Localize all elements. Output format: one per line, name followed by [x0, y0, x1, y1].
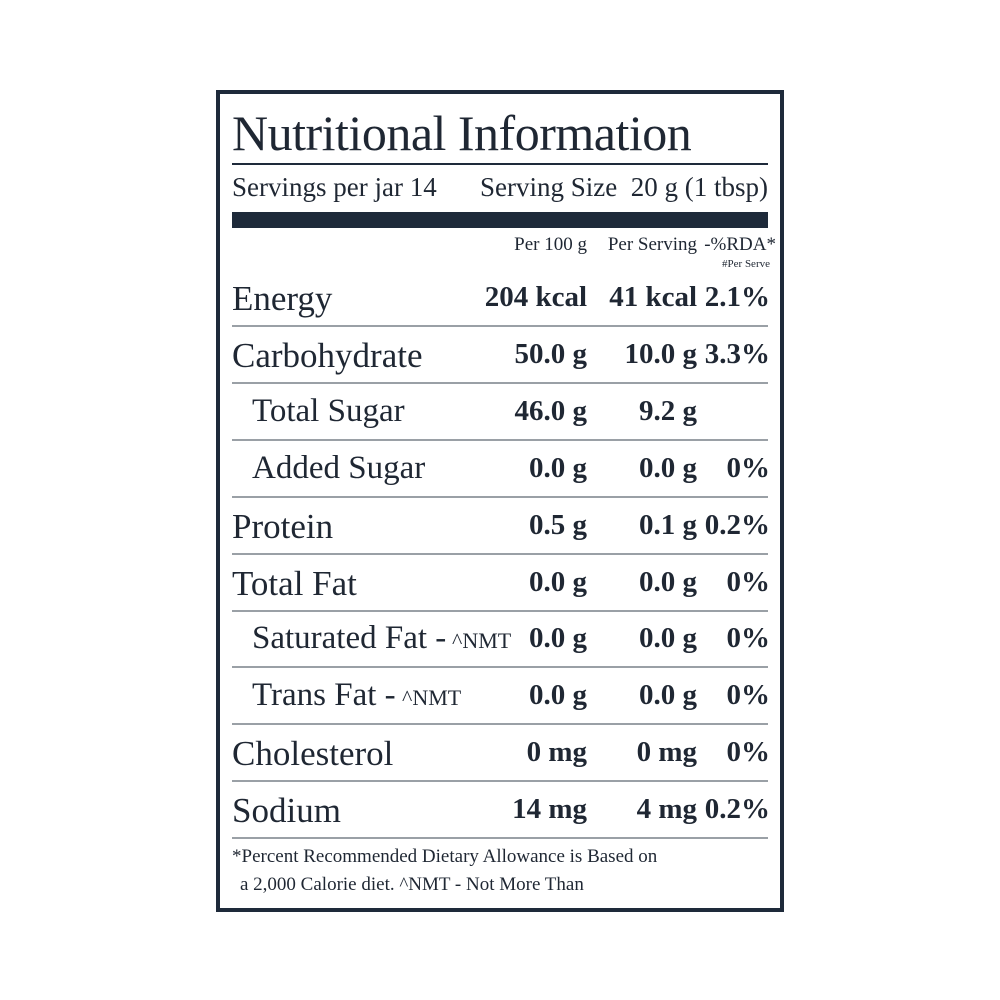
per-serving: 4 mg — [636, 793, 697, 826]
row-label: Sodium — [232, 791, 341, 831]
row-label: Protein — [232, 506, 334, 546]
per-100g: 0.0 g — [529, 679, 587, 712]
footnote: *Percent Recommended Dietary Allowance i… — [232, 846, 658, 867]
row-rule — [232, 780, 768, 783]
row-rule — [232, 381, 768, 384]
per-100g: 0.5 g — [529, 508, 587, 541]
row-rule — [232, 837, 768, 840]
per-100g: 204 kcal — [484, 281, 587, 313]
per-100g: 50.0 g — [514, 337, 588, 370]
serving-size: Serving Size 20 g (1 tbsp) — [480, 172, 768, 202]
per-serving: 0.1 g — [639, 508, 697, 541]
row-label: Total Fat — [232, 563, 357, 603]
row-rule — [232, 325, 768, 327]
per-100g: 0.0 g — [529, 565, 587, 598]
row-rule — [232, 552, 768, 555]
col-header: -%RDA* — [704, 234, 776, 255]
row-rule — [232, 438, 768, 441]
row-label: Carbohydrate — [232, 335, 423, 375]
row-label: Saturated Fat - — [252, 620, 447, 657]
rda: 0.2% — [704, 793, 770, 826]
col-header: Per 100 g — [514, 234, 587, 255]
per-serving: 0.0 g — [639, 679, 697, 712]
row-note: ^NMT — [452, 628, 512, 654]
rda: 0.2% — [704, 508, 770, 541]
footnote: a 2,000 Calorie diet. ^NMT - Not More Th… — [240, 874, 584, 895]
rda: 0% — [726, 451, 771, 484]
row-label: Cholesterol — [232, 734, 394, 774]
col-note: #Per Serve — [722, 258, 770, 270]
per-100g: 0 mg — [526, 736, 587, 769]
col-header: Per Serving — [607, 234, 697, 255]
per-100g: 46.0 g — [514, 394, 588, 427]
per-serving: 0.0 g — [639, 565, 697, 598]
row-label: Energy — [232, 279, 333, 318]
row-rule — [232, 723, 768, 726]
per-serving: 0 mg — [636, 736, 697, 769]
rda: 2.1% — [704, 281, 770, 313]
servings: Servings per jar 14 — [232, 172, 437, 202]
rda: 0% — [726, 622, 771, 655]
row-note: ^NMT — [402, 685, 462, 711]
per-100g: 0.0 g — [529, 451, 587, 484]
per-100g: 14 mg — [512, 793, 587, 826]
per-serving: 0.0 g — [639, 622, 697, 655]
rule — [232, 163, 768, 165]
per-serving: 9.2 g — [639, 394, 697, 427]
per-serving: 0.0 g — [639, 451, 697, 484]
label-border — [216, 90, 784, 912]
per-serving: 10.0 g — [624, 337, 698, 370]
row-rule — [232, 495, 768, 498]
row-label: Trans Fat - — [252, 677, 396, 714]
rda: 3.3% — [704, 337, 770, 370]
rda: 0% — [726, 679, 771, 712]
title: Nutritional Information — [232, 105, 692, 161]
row-label: Total Sugar — [252, 392, 405, 429]
per-serving: 41 kcal — [609, 281, 697, 313]
per-100g: 0.0 g — [529, 622, 587, 655]
row-rule — [232, 666, 768, 669]
rda: 0% — [726, 736, 771, 769]
row-rule — [232, 609, 768, 612]
row-label: Added Sugar — [252, 449, 426, 486]
rda: 0% — [726, 565, 771, 598]
thick-bar — [232, 212, 768, 228]
